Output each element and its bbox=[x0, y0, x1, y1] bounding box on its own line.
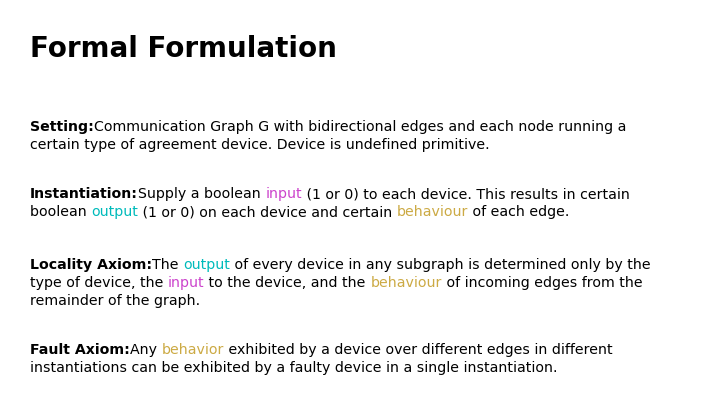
Text: input: input bbox=[168, 276, 204, 290]
Text: to the device, and the: to the device, and the bbox=[204, 276, 370, 290]
Text: behavior: behavior bbox=[161, 343, 224, 357]
Text: output: output bbox=[91, 205, 138, 219]
Text: of incoming edges from the: of incoming edges from the bbox=[442, 276, 642, 290]
Text: The: The bbox=[152, 258, 183, 272]
Text: Supply a boolean: Supply a boolean bbox=[138, 187, 265, 201]
Text: of every device in any subgraph is determined only by the: of every device in any subgraph is deter… bbox=[230, 258, 651, 272]
Text: Instantiation:: Instantiation: bbox=[30, 187, 138, 201]
Text: type of device, the: type of device, the bbox=[30, 276, 168, 290]
Text: exhibited by a device over different edges in different: exhibited by a device over different edg… bbox=[224, 343, 613, 357]
Text: instantiations can be exhibited by a faulty device in a single instantiation.: instantiations can be exhibited by a fau… bbox=[30, 361, 557, 375]
Text: behaviour: behaviour bbox=[397, 205, 468, 219]
Text: Setting:: Setting: bbox=[30, 120, 94, 134]
Text: certain type of agreement device. Device is undefined primitive.: certain type of agreement device. Device… bbox=[30, 138, 490, 152]
Text: remainder of the graph.: remainder of the graph. bbox=[30, 294, 200, 308]
Text: input: input bbox=[265, 187, 302, 201]
Text: (1 or 0) on each device and certain: (1 or 0) on each device and certain bbox=[138, 205, 397, 219]
Text: (1 or 0) to each device. This results in certain: (1 or 0) to each device. This results in… bbox=[302, 187, 630, 201]
Text: Communication Graph G with bidirectional edges and each node running a: Communication Graph G with bidirectional… bbox=[94, 120, 626, 134]
Text: output: output bbox=[183, 258, 230, 272]
Text: Formal Formulation: Formal Formulation bbox=[30, 35, 337, 63]
Text: Any: Any bbox=[130, 343, 161, 357]
Text: behaviour: behaviour bbox=[370, 276, 442, 290]
Text: Locality Axiom:: Locality Axiom: bbox=[30, 258, 152, 272]
Text: of each edge.: of each edge. bbox=[468, 205, 570, 219]
Text: Fault Axiom:: Fault Axiom: bbox=[30, 343, 130, 357]
Text: boolean: boolean bbox=[30, 205, 91, 219]
